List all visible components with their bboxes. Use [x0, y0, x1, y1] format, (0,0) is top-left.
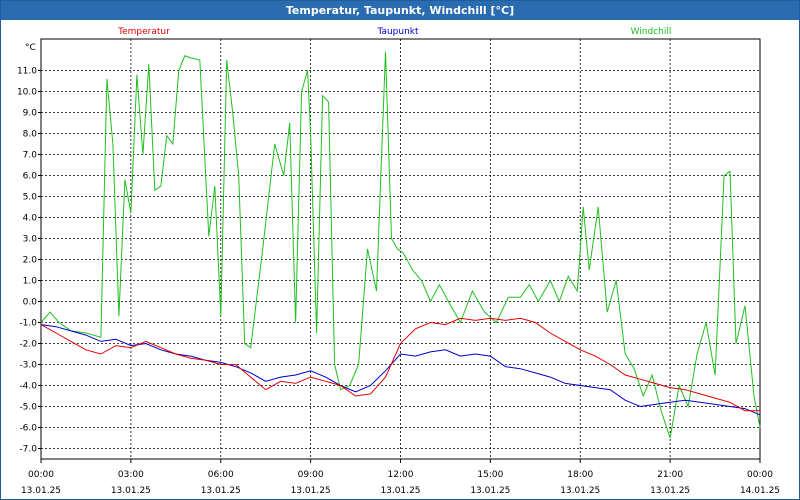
x-tick-date-label: 13.01.25	[111, 486, 151, 496]
y-tick-label: 1.0	[23, 277, 38, 287]
y-tick-label: 10.0	[17, 88, 37, 98]
y-tick-label: -6.0	[19, 424, 37, 434]
y-tick-label: 0.0	[23, 298, 38, 308]
y-tick-label: -1.0	[19, 319, 37, 329]
y-tick-label: -3.0	[19, 361, 37, 371]
series-line-windchill	[40, 51, 761, 439]
x-tick-time-label: 21:00	[657, 470, 683, 480]
series-line-taupunkt	[40, 324, 761, 416]
x-tick-date-label: 13.01.25	[21, 486, 61, 496]
x-tick-date-label: 14.01.25	[740, 486, 780, 496]
series-line-temperatur	[40, 317, 760, 412]
x-tick-time-label: 18:00	[567, 470, 593, 480]
x-tick-time-label: 12:00	[388, 470, 414, 480]
y-tick-label: -5.0	[19, 403, 37, 413]
y-tick-label: 9.0	[23, 109, 38, 119]
x-tick-time-label: 06:00	[208, 470, 234, 480]
x-tick-date-label: 13.01.25	[560, 486, 600, 496]
legend-label-temperatur: Temperatur	[117, 27, 170, 37]
x-tick-time-label: 15:00	[477, 470, 503, 480]
x-tick-date-label: 13.01.25	[650, 486, 690, 496]
y-tick-label: 7.0	[23, 151, 38, 161]
x-tick-time-label: 09:00	[298, 470, 324, 480]
y-tick-label: -4.0	[19, 382, 37, 392]
y-tick-label: 8.0	[23, 130, 38, 140]
x-tick-date-label: 13.01.25	[380, 486, 420, 496]
y-tick-label: -7.0	[19, 445, 37, 455]
y-tick-label: 11.0	[17, 67, 37, 77]
series-lines	[40, 51, 761, 439]
x-axis: 00:00 13.01.25 03:00 13.01.25 06:00 13.01.25 0…	[21, 459, 780, 496]
x-tick-time-label: 00:00	[747, 470, 773, 480]
y-tick-label: 6.0	[23, 172, 38, 182]
chart-title: Temperatur, Taupunkt, Windchill [°C]	[1, 1, 799, 20]
x-tick-date-label: 13.01.25	[470, 486, 510, 496]
y-tick-label: 3.0	[23, 235, 38, 245]
y-axis-label: °C	[25, 43, 36, 53]
y-tick-label: 2.0	[23, 256, 38, 266]
y-tick-label: -2.0	[19, 340, 37, 350]
legend: Temperatur Taupunkt Windchill	[117, 27, 671, 37]
legend-label-windchill: Windchill	[631, 27, 672, 37]
legend-label-taupunkt: Taupunkt	[376, 27, 419, 37]
y-axis: 11.0 10.0 9.0 8.0 7.0 6.0 5.0 4.0 3.0 2.0 1.0 0.0 -1…	[17, 67, 41, 455]
x-tick-date-label: 13.01.25	[201, 486, 241, 496]
x-tick-time-label: 03:00	[118, 470, 144, 480]
y-tick-label: 5.0	[23, 193, 38, 203]
y-tick-label: 4.0	[23, 214, 38, 224]
x-tick-time-label: 00:00	[28, 470, 54, 480]
x-tick-date-label: 13.01.25	[291, 486, 331, 496]
